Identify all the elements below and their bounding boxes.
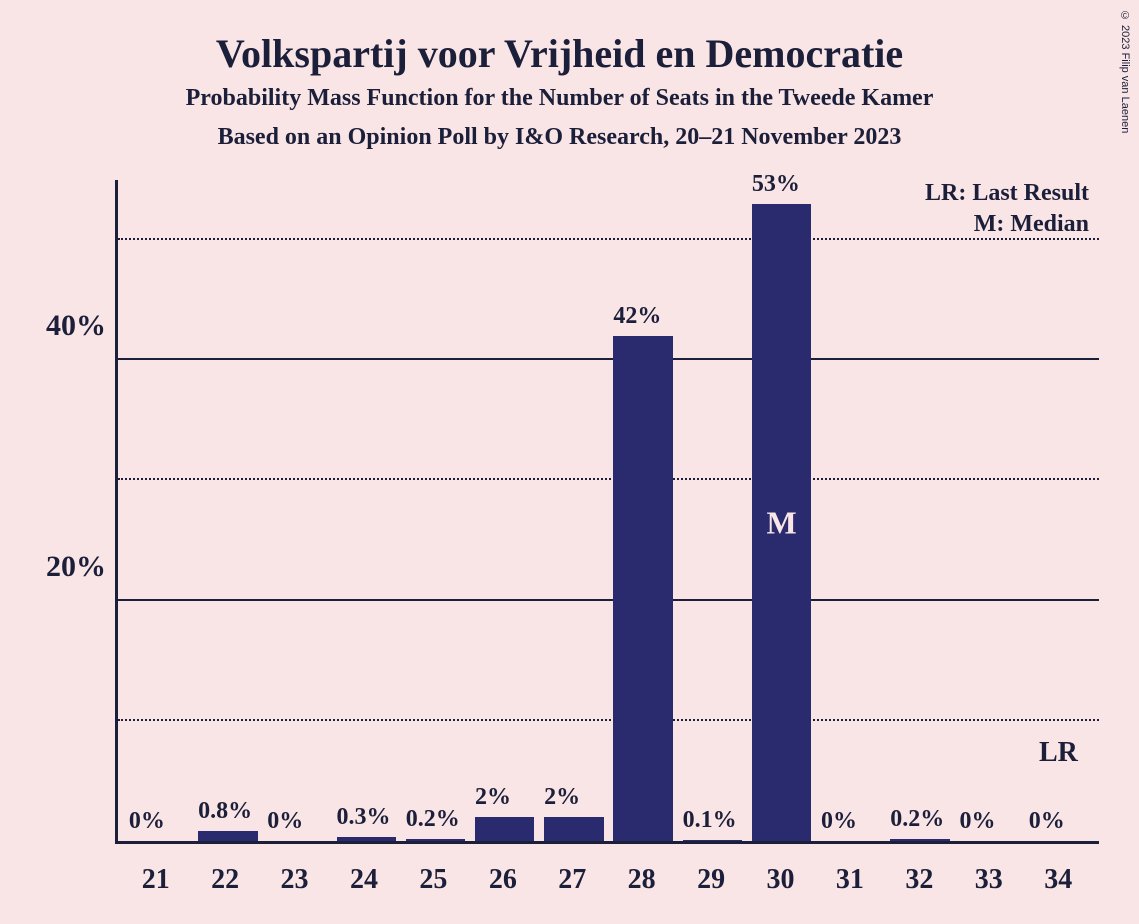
bar-slot: LR 0%	[1024, 180, 1093, 841]
x-tick-label: 32	[885, 864, 954, 896]
x-tick-label: 21	[121, 864, 190, 896]
bars-group: 0%0.8%0%0.3%0.2%2%2%42%0.1%53%M0%0.2%0%L…	[118, 180, 1099, 841]
bar: 53%M	[752, 204, 812, 841]
x-tick-label: 29	[676, 864, 745, 896]
bar-slot: 0.8%	[193, 180, 262, 841]
chart-container: Volkspartij voor Vrijheid en Democratie …	[0, 0, 1139, 924]
bar: 0.2%	[890, 839, 950, 841]
bar: 0.8%	[198, 831, 258, 841]
bar-value-label: 0%	[821, 808, 857, 841]
x-tick-label: 25	[399, 864, 468, 896]
bar: 0.2%	[406, 839, 466, 841]
x-tick-label: 33	[954, 864, 1023, 896]
bar: 0.1%	[683, 840, 743, 841]
x-tick-label: 23	[260, 864, 329, 896]
bar: 42%	[613, 336, 673, 841]
bar-slot: 0%	[124, 180, 193, 841]
x-tick-label: 28	[607, 864, 676, 896]
bar-value-label: 0%	[1029, 808, 1065, 841]
bar-value-label: 0%	[959, 808, 995, 841]
bar-slot: 53%M	[747, 180, 816, 841]
bar-value-label: 0.3%	[337, 804, 391, 837]
bar-slot: 0.3%	[332, 180, 401, 841]
bar-value-label: 2%	[475, 784, 511, 817]
bar-value-label: 0%	[129, 808, 165, 841]
copyright-text: © 2023 Filip van Laenen	[1119, 10, 1131, 133]
bar-value-label: 0.2%	[406, 806, 460, 839]
bar: 2%	[475, 817, 535, 841]
x-tick-label: 27	[538, 864, 607, 896]
x-tick-label: 34	[1023, 864, 1092, 896]
plot-area: LR: Last Result M: Median 0%0.8%0%0.3%0.…	[115, 180, 1099, 844]
x-tick-label: 31	[815, 864, 884, 896]
x-tick-label: 26	[468, 864, 537, 896]
median-marker: M	[766, 504, 796, 541]
bar-value-label: 53%	[752, 171, 800, 204]
bar-slot: 0%	[816, 180, 885, 841]
bar-slot: 2%	[539, 180, 608, 841]
chart-subtitle2: Based on an Opinion Poll by I&O Research…	[20, 124, 1099, 151]
bar-slot: 42%	[609, 180, 678, 841]
bar-slot: 0.1%	[678, 180, 747, 841]
y-tick-label: 40%	[46, 309, 118, 343]
bar-slot: 0%	[955, 180, 1024, 841]
chart-title: Volkspartij voor Vrijheid en Democratie	[20, 20, 1099, 77]
bar-value-label: 0.2%	[890, 806, 944, 839]
x-tick-label: 30	[746, 864, 815, 896]
bar-slot: 0%	[262, 180, 331, 841]
bar-slot: 0.2%	[401, 180, 470, 841]
y-tick-label: 20%	[46, 550, 118, 584]
bar-value-label: 42%	[613, 303, 661, 336]
lr-marker: LR	[1039, 737, 1078, 769]
bar: 0.3%	[337, 837, 397, 841]
bar: 2%	[544, 817, 604, 841]
bar-value-label: 0.8%	[198, 798, 252, 831]
bar-value-label: 0.1%	[683, 807, 737, 840]
bar-value-label: 2%	[544, 784, 580, 817]
x-axis-labels: 2122232425262728293031323334	[115, 864, 1099, 896]
chart-subtitle: Probability Mass Function for the Number…	[20, 85, 1099, 112]
bar-value-label: 0%	[267, 808, 303, 841]
bar-slot: 0.2%	[885, 180, 954, 841]
bar-slot: 2%	[470, 180, 539, 841]
x-tick-label: 22	[190, 864, 259, 896]
x-tick-label: 24	[329, 864, 398, 896]
